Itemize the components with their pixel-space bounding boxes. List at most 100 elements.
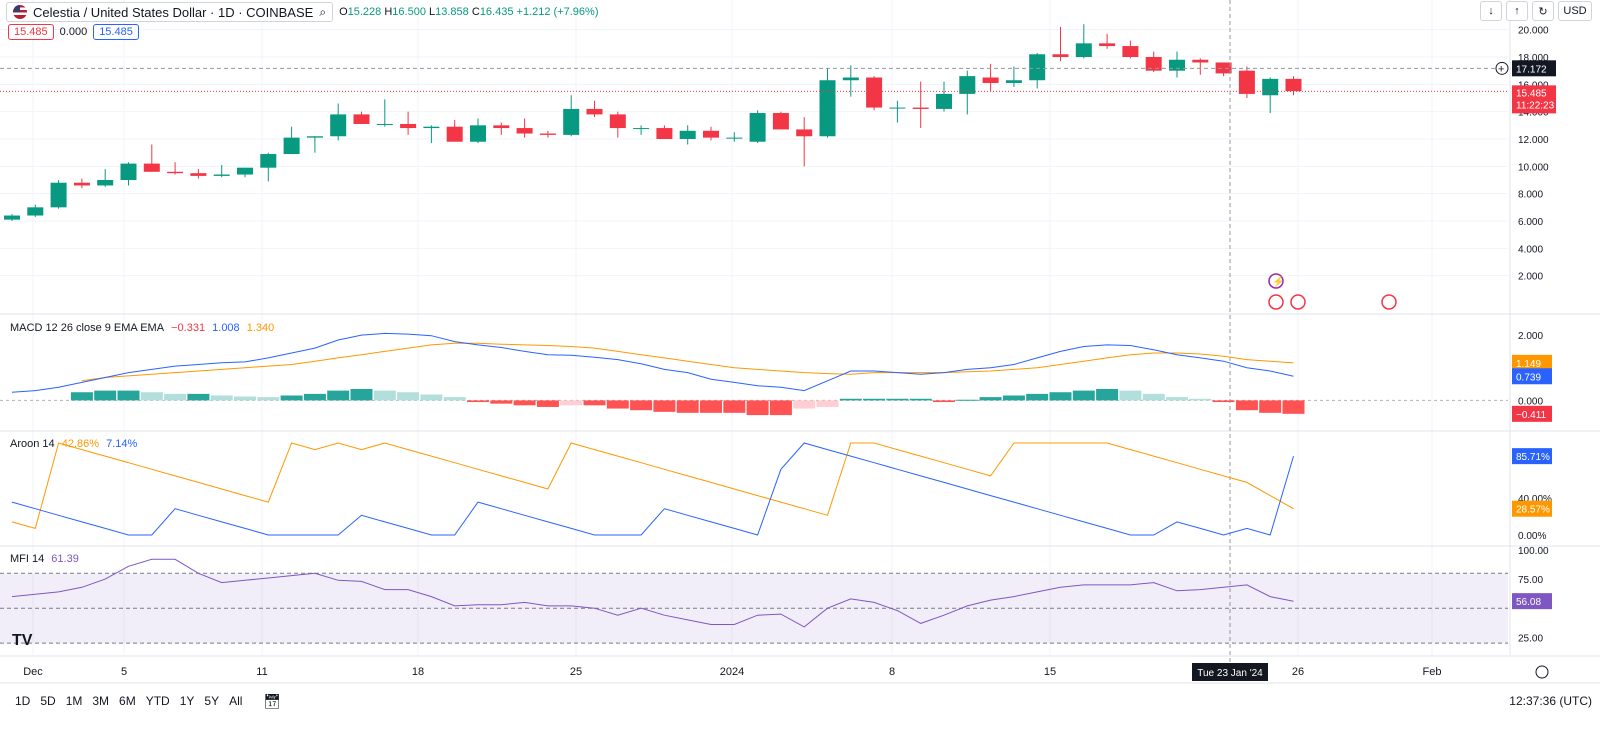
candle-body bbox=[633, 128, 650, 130]
candle-body bbox=[726, 137, 743, 139]
macd-axis-label: 2.000 bbox=[1518, 331, 1543, 342]
bid-price[interactable]: 15.485 bbox=[8, 24, 54, 40]
macd-histogram-bar bbox=[467, 400, 489, 403]
time-axis-label: Feb bbox=[1423, 666, 1442, 678]
crosshair-date-text: Tue 23 Jan '24 bbox=[1197, 668, 1263, 679]
refresh-icon[interactable]: ↻ bbox=[1532, 1, 1554, 21]
macd-histogram-bar bbox=[1119, 390, 1142, 401]
candle-body bbox=[1238, 70, 1255, 94]
aroon-down-line bbox=[11, 442, 1294, 536]
candle-body bbox=[516, 128, 533, 134]
tradingview-logo[interactable]: TV bbox=[12, 632, 33, 649]
macd-legend: MACD 12 26 close 9 EMA EMA −0.331 1.008 … bbox=[10, 322, 278, 334]
candle-body bbox=[1215, 62, 1232, 74]
search-icon[interactable]: ⌕ bbox=[319, 4, 327, 19]
tf-5d[interactable]: 5D bbox=[40, 694, 56, 708]
macd-signal-tag: 1.149 bbox=[1516, 359, 1541, 370]
macd-histogram-bar bbox=[1142, 393, 1165, 401]
candle-body bbox=[936, 93, 952, 109]
candle-body bbox=[539, 133, 556, 135]
bid-ask-row: 15.485 0.000 15.485 bbox=[8, 24, 139, 40]
candle-body bbox=[889, 107, 906, 109]
macd-histogram-bar bbox=[187, 393, 210, 401]
macd-histogram-bar bbox=[676, 400, 699, 413]
macd-histogram-bar bbox=[1049, 392, 1072, 401]
candle-body bbox=[912, 107, 929, 109]
crosshair-price-tag bbox=[1512, 60, 1556, 77]
macd-histogram-bar bbox=[816, 400, 839, 407]
tf-6m[interactable]: 6M bbox=[119, 694, 136, 708]
candle-body bbox=[1122, 46, 1139, 57]
candle-body bbox=[1029, 54, 1046, 81]
time-axis-label: 26 bbox=[1292, 666, 1304, 678]
bottom-toolbar: 1D 5D 1M 3M 6M YTD 1Y 5Y All 📅︎ 12:37:36… bbox=[0, 686, 1600, 716]
arrow-down-icon[interactable]: ↓ bbox=[1480, 1, 1502, 21]
macd-histogram-bar bbox=[117, 390, 140, 401]
calendar-icon[interactable]: 📅︎ bbox=[263, 692, 282, 709]
macd-histogram-bar bbox=[164, 393, 187, 401]
candle-body bbox=[656, 128, 673, 139]
aroon-axis-label: 0.00% bbox=[1518, 531, 1546, 542]
macd-histogram-bar bbox=[1026, 393, 1049, 401]
candle-body bbox=[493, 125, 510, 129]
aroon-label: Aroon 14 bbox=[10, 438, 55, 450]
mfi-axis-label: 25.00 bbox=[1518, 633, 1543, 644]
price-axis-label: 18.000 bbox=[1518, 53, 1549, 64]
macd-histogram-bar bbox=[490, 400, 513, 404]
aroon-down-value: 7.14% bbox=[106, 438, 138, 450]
split-event-glyph: ⚡ bbox=[1272, 275, 1284, 288]
tf-1d[interactable]: 1D bbox=[15, 694, 31, 708]
utc-clock[interactable]: 12:37:36 (UTC) bbox=[1509, 694, 1592, 708]
macd-histogram-bar bbox=[723, 400, 746, 413]
crosshair-date-tag bbox=[1192, 663, 1268, 681]
high-value: 16.500 bbox=[392, 6, 426, 18]
macd-histogram-bar bbox=[373, 390, 396, 401]
arrow-up-icon[interactable]: ↑ bbox=[1506, 1, 1528, 21]
aroon-up-tag: 28.57% bbox=[1516, 505, 1550, 516]
macd-histogram-bar bbox=[140, 392, 163, 401]
macd-histogram-bar bbox=[839, 398, 862, 401]
candle-body bbox=[586, 108, 603, 115]
tf-ytd[interactable]: YTD bbox=[145, 694, 170, 708]
mfi-legend: MFI 14 61.39 bbox=[10, 553, 83, 565]
add-alert-icon-glyph: + bbox=[1498, 63, 1504, 75]
macd-axis-label: 0.000 bbox=[1518, 396, 1543, 407]
macd-line bbox=[11, 332, 1294, 393]
symbol-search-box[interactable]: Celestia / United States Dollar · 1D · C… bbox=[6, 2, 334, 22]
macd-histogram-bar bbox=[1259, 400, 1282, 413]
macd-histogram-bar bbox=[630, 400, 653, 411]
tf-all[interactable]: All bbox=[229, 694, 243, 708]
macd-histogram-bar bbox=[1282, 400, 1305, 414]
mfi-tag-bg bbox=[1512, 593, 1552, 610]
time-axis-label: Dec bbox=[23, 666, 43, 678]
currency-button[interactable]: USD bbox=[1558, 1, 1592, 21]
macd-histogram-bar bbox=[94, 390, 117, 401]
tf-3m[interactable]: 3M bbox=[92, 694, 110, 708]
top-right-controls: ↓ ↑ ↻ USD bbox=[1480, 1, 1592, 21]
price-axis-label: 12.000 bbox=[1518, 135, 1549, 146]
settings-gear-icon bbox=[1535, 665, 1549, 679]
candle-body bbox=[749, 113, 766, 142]
candle-body bbox=[376, 123, 393, 125]
macd-signal-tag-bg bbox=[1512, 354, 1552, 371]
macd-histogram-bar bbox=[327, 390, 350, 401]
candle-body bbox=[1262, 78, 1279, 96]
aroon-up-value: 42.86% bbox=[61, 438, 100, 450]
economic-event-icon bbox=[1381, 294, 1397, 310]
tf-1y[interactable]: 1Y bbox=[179, 694, 195, 708]
macd-line-value: 1.008 bbox=[212, 322, 240, 334]
ask-price[interactable]: 15.485 bbox=[93, 24, 139, 40]
macd-histogram-bar bbox=[933, 400, 955, 403]
macd-histogram-bar bbox=[863, 398, 886, 401]
candle-body bbox=[796, 129, 813, 137]
aroon-up-line bbox=[11, 442, 1294, 530]
candle-body bbox=[772, 113, 789, 130]
macd-histogram-bar bbox=[886, 398, 909, 401]
macd-histogram-bar bbox=[606, 400, 629, 409]
tf-1m[interactable]: 1M bbox=[65, 694, 83, 708]
candle-body bbox=[679, 130, 696, 139]
tf-5y[interactable]: 5Y bbox=[204, 694, 220, 708]
macd-histogram-bar bbox=[70, 392, 93, 401]
